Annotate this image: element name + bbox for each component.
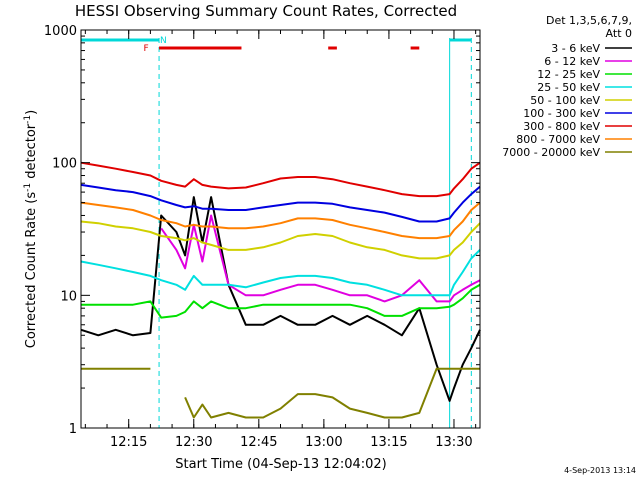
- legend-label-1: 6 - 12 keV: [544, 55, 600, 68]
- flag-f: F: [143, 44, 148, 54]
- legend-label-3: 25 - 50 keV: [537, 81, 600, 94]
- legend-label-2: 12 - 25 keV: [537, 68, 600, 81]
- y-tick-label-3: 1000: [44, 24, 77, 39]
- timestamp: 4-Sep-2013 13:14: [564, 466, 636, 475]
- y-tick-label-0: 1: [69, 422, 77, 437]
- series-layer: [80, 161, 481, 419]
- x-tick-label-5: 13:30: [435, 435, 472, 450]
- legend-label-4: 50 - 100 keV: [530, 94, 600, 107]
- series-line-3: [80, 249, 481, 297]
- y-axis-label: Corrected Count Rate (s-1 detector-1): [23, 110, 39, 348]
- legend-label-5: 100 - 300 keV: [523, 107, 600, 120]
- legend-label-7: 800 - 7000 keV: [516, 133, 600, 146]
- flag-n: N: [160, 36, 167, 46]
- flag-marker-layer: NF: [143, 36, 420, 54]
- x-tick-label-0: 12:15: [110, 435, 147, 450]
- series-line-7: [80, 201, 481, 240]
- series-line-1: [160, 214, 481, 303]
- legend-label-6: 300 - 800 keV: [523, 120, 600, 133]
- x-tick-label-3: 13:00: [305, 435, 342, 450]
- y-tick-label-1: 10: [60, 289, 77, 304]
- legend-header-line-2: Att 0: [606, 27, 632, 40]
- series-line-0: [80, 196, 481, 402]
- series-line-4: [80, 220, 481, 260]
- x-axis-label: Start Time (04-Sep-13 12:04:02): [175, 457, 386, 472]
- series-line-6: [80, 161, 481, 198]
- y-tick-layer: 1 10 100 1000: [44, 24, 480, 437]
- chart-title: HESSI Observing Summary Count Rates, Cor…: [75, 2, 457, 20]
- legend-label-8: 7000 - 20000 keV: [502, 146, 600, 159]
- series-line-5: [80, 183, 481, 223]
- x-tick-label-1: 12:30: [175, 435, 212, 450]
- legend-header-line-1: Det 1,3,5,6,7,9,: [546, 14, 632, 27]
- x-tick-layer: 12:15 12:30 12:45 13:00 13:15 13:30: [84, 30, 477, 450]
- y-tick-label-2: 100: [52, 157, 77, 172]
- x-tick-label-4: 13:15: [370, 435, 407, 450]
- legend-label-0: 3 - 6 keV: [551, 42, 600, 55]
- x-tick-label-2: 12:45: [240, 435, 277, 450]
- series-line-2: [81, 283, 481, 319]
- series-line-8: [81, 367, 480, 419]
